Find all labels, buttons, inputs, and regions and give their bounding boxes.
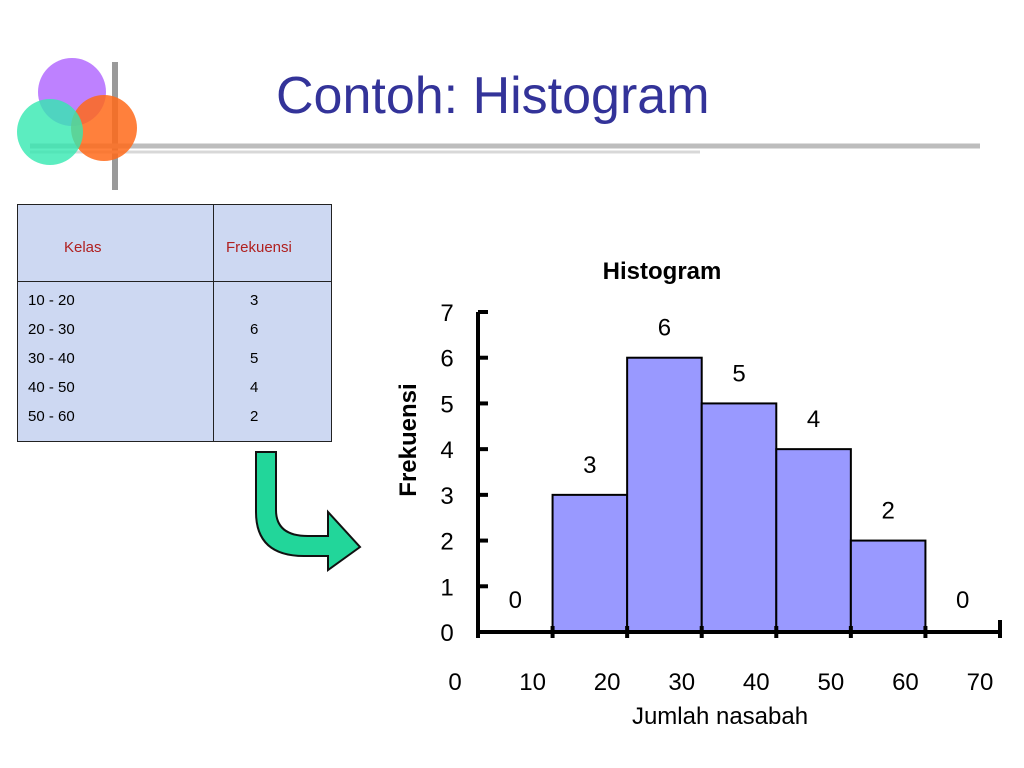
bar-data-label: 4 [807,406,820,433]
bar-data-label: 2 [881,498,894,525]
bar-data-label: 3 [583,452,596,479]
table-cell-frekuensi: 5 [250,350,259,367]
table-divider-horizontal [18,281,331,282]
y-tick-label: 0 [440,620,453,647]
x-tick-label: 20 [594,669,621,696]
table-divider-vertical [213,205,214,441]
y-tick-label: 2 [440,529,453,556]
table-cell-frekuensi: 4 [250,379,259,396]
bar-data-label: 5 [732,360,745,387]
x-tick-label: 0 [448,669,461,696]
table-cell-kelas: 40 - 50 [28,379,75,396]
y-axis-label: Frekuensi [395,383,422,496]
chart-title: Histogram [603,258,722,285]
y-tick-label: 7 [440,300,453,327]
x-tick-label: 10 [519,669,546,696]
table-cell-frekuensi: 6 [250,321,259,338]
y-tick-label: 4 [440,437,453,464]
x-axis-label: Jumlah nasabah [632,703,808,730]
bar-data-label: 6 [658,315,671,342]
bar-data-label: 0 [956,587,969,614]
header-kelas: Kelas [64,239,102,256]
x-tick-label: 50 [818,669,845,696]
histogram-bar [626,356,703,633]
slide-title: Contoh: Histogram [276,67,710,125]
table-cell-kelas: 30 - 40 [28,350,75,367]
x-tick-label: 30 [668,669,695,696]
table-cell-kelas: 50 - 60 [28,408,75,425]
histogram-bar [849,539,927,633]
table-cell-kelas: 10 - 20 [28,292,75,309]
frequency-table: Kelas Frekuensi 10 - 20 3 20 - 30 6 30 -… [17,204,332,442]
x-tick-label: 40 [743,669,770,696]
bar-data-label: 0 [509,587,522,614]
header-frekuensi: Frekuensi [226,239,292,256]
colored-circles-logo [17,58,980,190]
y-tick-label: 6 [440,346,453,373]
table-cell-frekuensi: 3 [250,292,259,309]
curved-arrow-icon [255,451,362,572]
y-tick-label: 3 [440,483,453,510]
histogram-bar [700,402,778,633]
histogram-bar [775,448,852,633]
table-cell-kelas: 20 - 30 [28,321,75,338]
histogram-bar [551,493,629,633]
table-cell-frekuensi: 2 [250,408,259,425]
y-tick-label: 5 [440,391,453,418]
x-tick-label: 70 [967,669,994,696]
y-tick-label: 1 [440,574,453,601]
x-tick-label: 60 [892,669,919,696]
